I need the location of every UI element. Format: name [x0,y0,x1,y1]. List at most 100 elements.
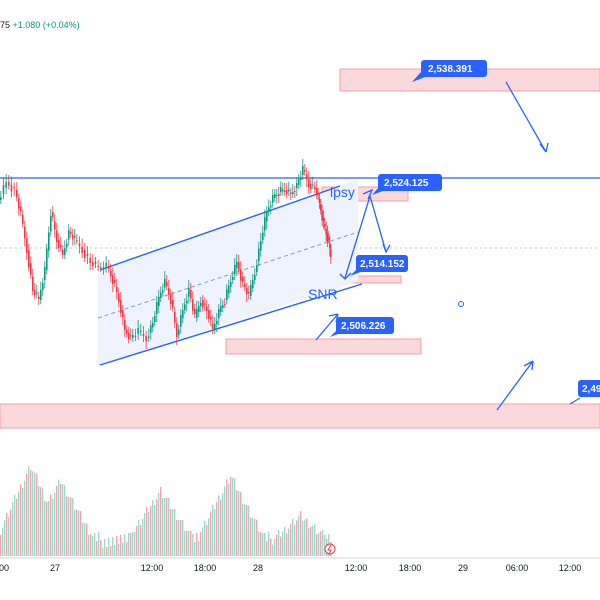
time-axis-tick: 28 [253,563,263,573]
candle-body [202,300,204,308]
candle-body [242,276,244,282]
volume-bar [12,502,14,556]
annotation-lpsy[interactable]: lpsy [330,184,355,200]
volume-bar [256,519,258,556]
volume-bar [148,512,150,556]
candle-body [216,321,218,324]
candle-body [60,245,62,247]
volume-bar [218,495,220,556]
candle-body [62,250,64,255]
candle-body [5,182,7,188]
price-label-text: 2,538.391 [428,64,473,75]
price-label-2538[interactable]: 2,538.391 [412,60,487,82]
channel-lower-line[interactable] [99,283,363,366]
candle-body [329,243,331,249]
candle-body [190,290,192,299]
volume-bar [46,502,48,556]
candle-body [282,189,284,192]
volume-bar [176,520,178,556]
candle-body [214,324,216,330]
volume-bar [208,518,210,556]
candle-body [220,306,222,312]
lightning-icon[interactable] [324,543,336,555]
candle-body [325,228,327,235]
candle-body [186,300,188,304]
candle-body [208,310,210,319]
candle-body [112,275,114,284]
volume-bar [190,531,192,556]
price-label-249x[interactable]: 2,49 [578,380,600,397]
volume-bar [118,544,120,556]
annotation-snr[interactable]: SNR [308,286,338,302]
volume-bar [236,490,238,556]
volume-bar [198,541,200,556]
volume-bar [52,499,54,556]
volume-bar [22,488,24,556]
zone-2506[interactable] [225,338,422,355]
volume-bar [196,533,198,556]
candle-body [13,187,15,189]
price-label-text: 2,514.152 [360,259,405,270]
candle-body [300,177,302,180]
candle-body [118,293,120,302]
time-axis-tick: 12:00 [141,563,164,573]
candle-body [318,198,321,203]
volume-bar [278,530,280,556]
volume-bar [78,510,80,556]
price-label-2514[interactable]: 2,514.152 [350,255,408,276]
volume-bar [48,501,50,556]
arrow-down-from-2538 [505,81,549,153]
volume-bar [114,545,116,556]
zone-249x[interactable] [0,403,600,429]
volume-bar [172,509,174,556]
volume-bar [306,518,308,556]
arrow-to-249x-label [569,397,581,405]
candle-body [100,267,102,269]
projection-arrows[interactable] [315,81,581,411]
time-axis[interactable]: 00 27 12:00 18:00 28 12:00 18:00 29 06:00 12:00 [0,563,581,573]
candle-body [52,212,54,218]
volume-bar [36,473,38,556]
candle-body [314,186,316,189]
volume-bar [66,496,68,556]
candle-body [326,233,329,242]
volume-bar [2,527,4,556]
volume-bar [314,524,316,556]
candle-body [158,297,160,306]
candle-body [36,292,38,294]
volume-bar [174,509,176,556]
candle-body [184,304,186,310]
price-label-2506[interactable]: 2,506.226 [330,317,394,337]
volume-bar [224,486,226,556]
candle-body [178,329,180,335]
volume-bar [62,484,64,556]
volume-bar [154,505,156,556]
volume-bar [264,533,266,556]
volume-bar [54,492,56,556]
volume-bar [164,498,166,556]
candle-body [78,243,81,247]
volume-bar [286,533,288,556]
price-label-2524[interactable]: 2,524.125 [372,174,442,195]
circle-marker-icon[interactable] [458,301,464,307]
volume-bar [178,520,180,556]
volume-bar [50,494,52,556]
candle-body [68,230,70,240]
candle-body [180,315,182,327]
candle-body [20,206,22,211]
volume-bar [28,466,30,556]
candle-body [38,296,40,299]
candle-body [198,306,200,312]
volume-bar [98,532,100,556]
volume-bar [324,535,326,556]
candle-body [262,232,264,240]
channel-upper-line[interactable] [99,185,341,271]
volume-bar [288,528,290,556]
candle-body [81,246,83,253]
volume-bar [42,488,44,556]
candle-body [124,320,126,330]
candle-body [148,336,150,338]
channel-fill [98,179,358,366]
candle-body [84,250,86,258]
